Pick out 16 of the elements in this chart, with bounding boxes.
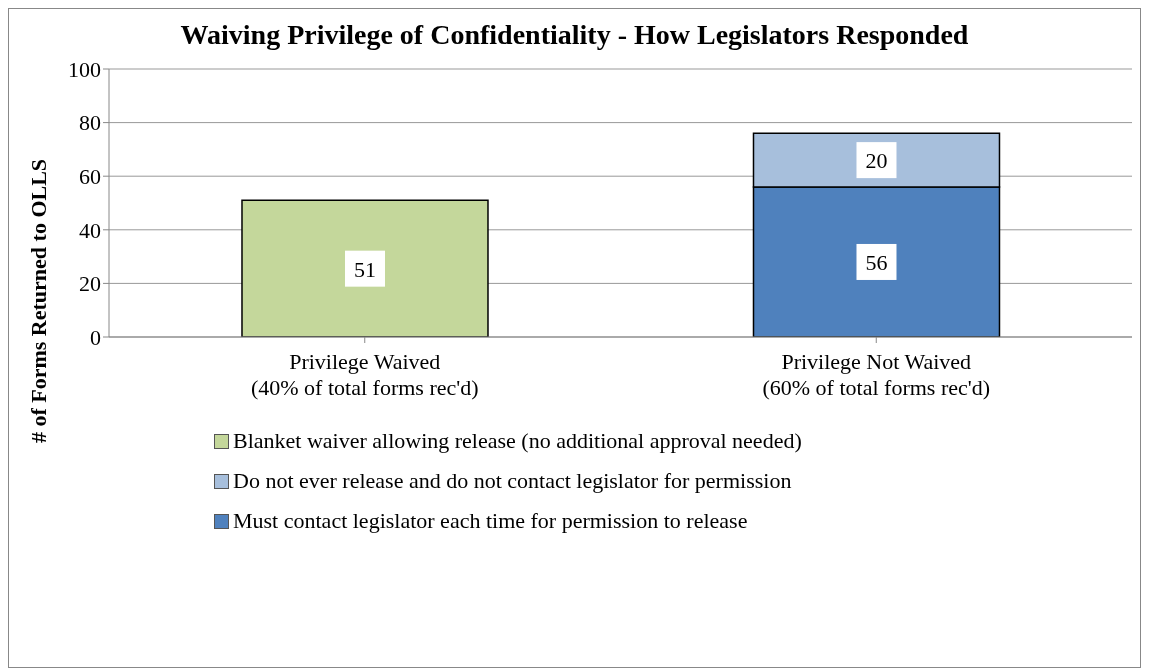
y-tick-label: 0 bbox=[90, 324, 101, 350]
y-tick-label: 40 bbox=[79, 217, 101, 243]
legend-label: Must contact legislator each time for permission to release bbox=[233, 508, 748, 534]
chart-title: Waiving Privilege of Confidentiality - How Legislators Responded bbox=[179, 18, 970, 52]
data-label: 20 bbox=[865, 148, 888, 174]
x-tick-label: Privilege Not Waived (60% of total forms rec'd) bbox=[762, 349, 991, 400]
y-tick-label: 80 bbox=[79, 110, 101, 136]
data-label: 51 bbox=[353, 256, 376, 282]
legend-label: Do not ever release and do not contact legislator for permission bbox=[233, 468, 792, 494]
y-tick-label: 60 bbox=[79, 164, 101, 190]
y-tick-label: 20 bbox=[79, 271, 101, 297]
y-tick-label: 100 bbox=[68, 56, 101, 82]
x-tick-label: Privilege Waived (40% of total forms rec'd) bbox=[250, 349, 479, 400]
y-axis-title: # of Forms Returned to OLLS bbox=[26, 158, 52, 444]
data-label: 56 bbox=[865, 249, 888, 275]
legend-label: Blanket waiver allowing release (no additional approval needed) bbox=[233, 428, 802, 454]
